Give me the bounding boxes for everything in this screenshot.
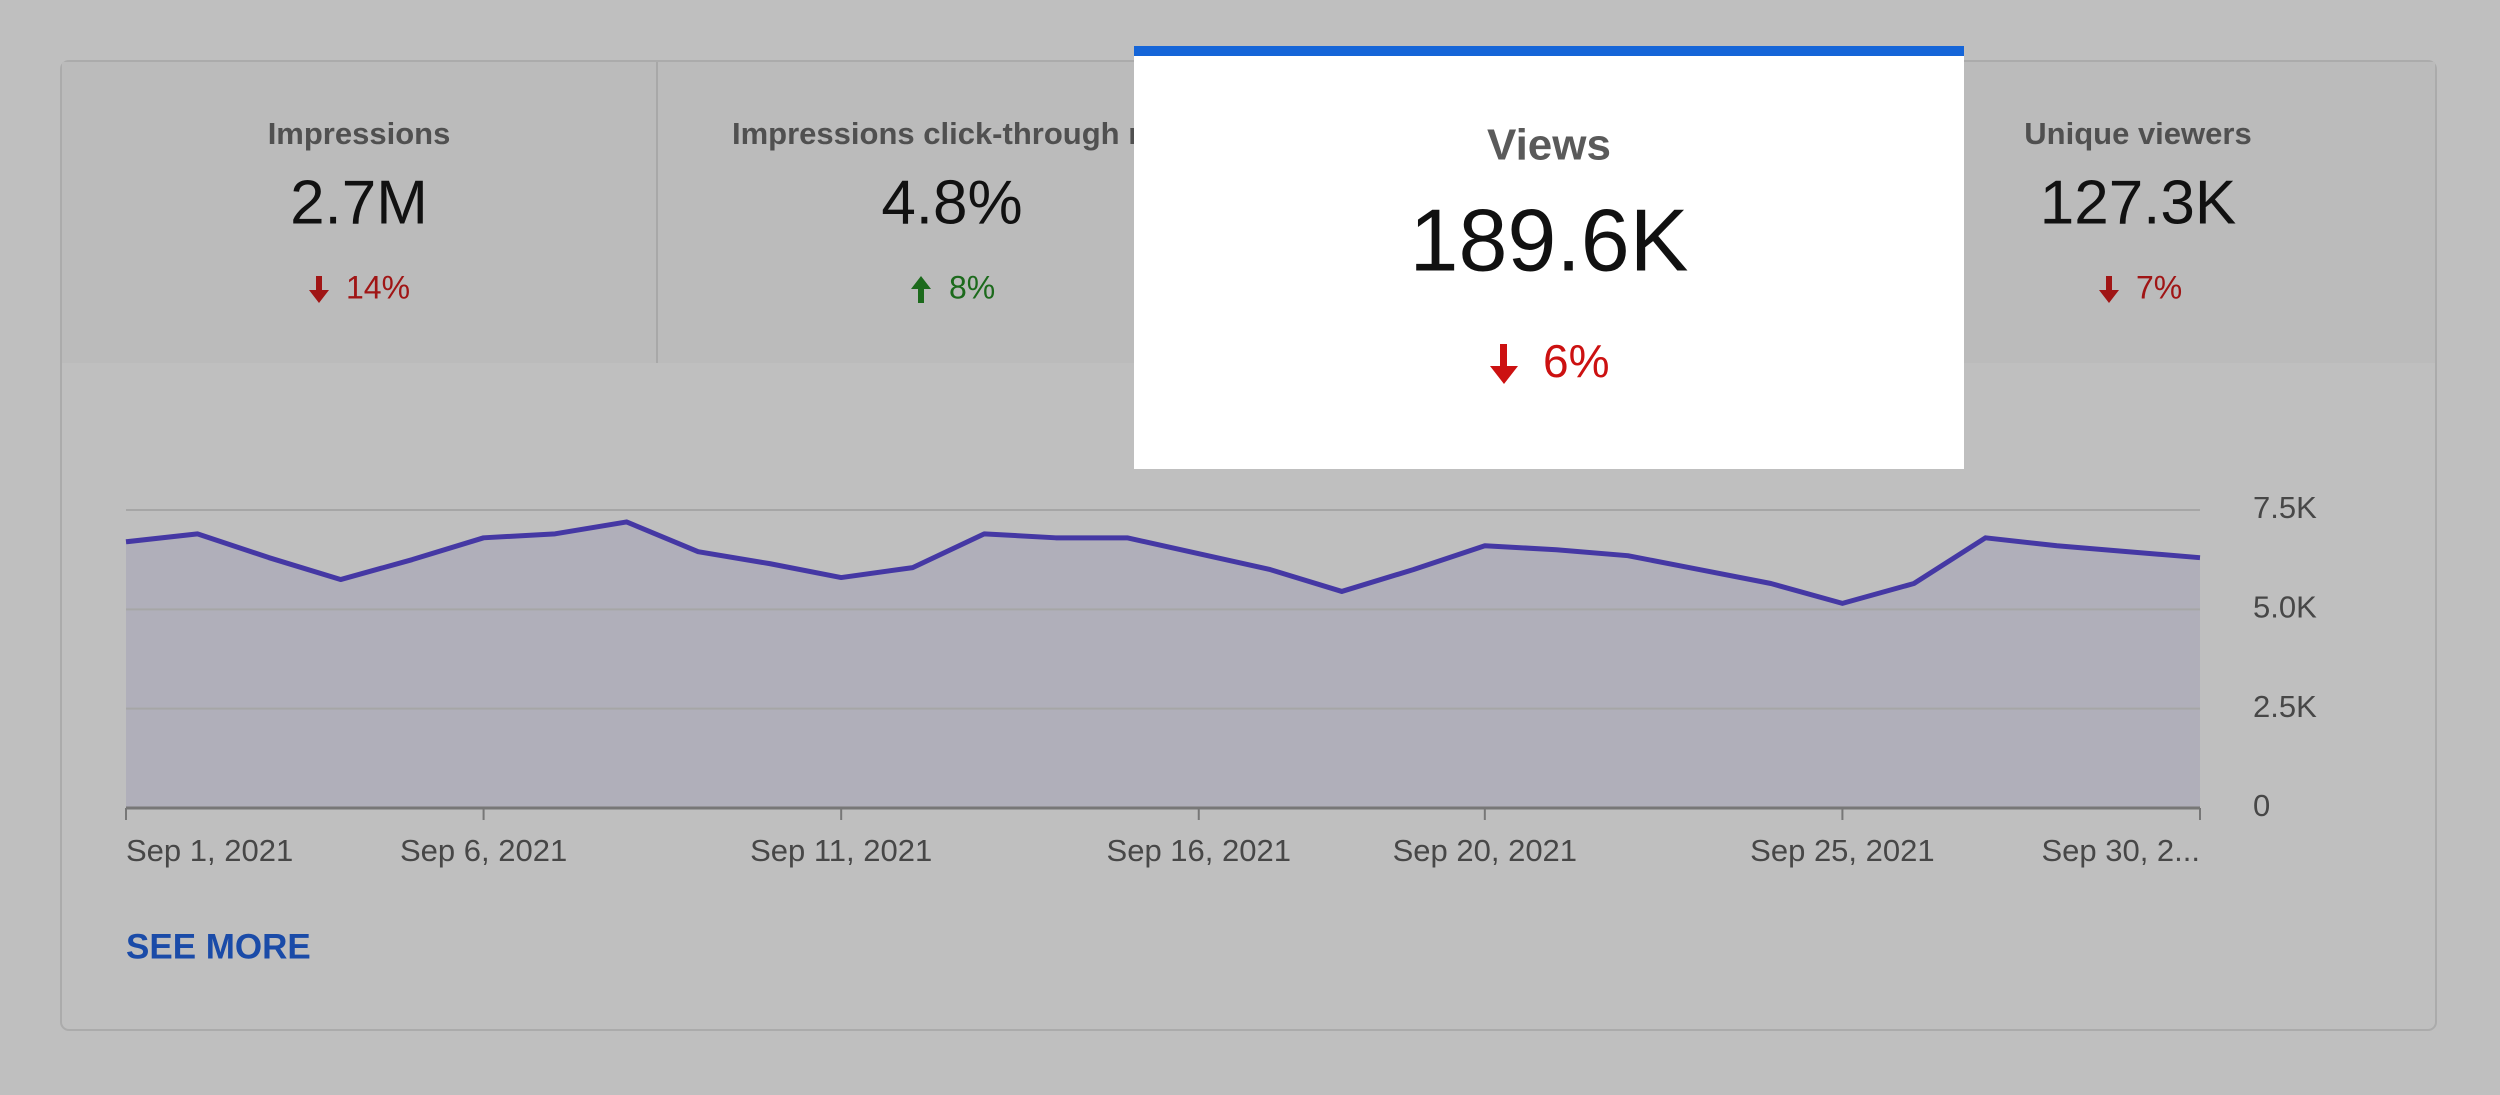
- metric-card[interactable]: Impressions 2.7M 14%: [268, 116, 451, 305]
- metric-card[interactable]: Impressions click-through rate 4.8% 8%: [732, 116, 1185, 305]
- y-tick-label: 7.5K: [2253, 490, 2317, 525]
- x-tick-label: Sep 1, 2021: [126, 833, 293, 868]
- metric-change: 8%: [949, 269, 995, 305]
- metric-value: 127.3K: [2040, 168, 2237, 237]
- metric-title: Impressions: [268, 116, 451, 151]
- y-tick-label: 0: [2253, 788, 2270, 823]
- x-tick-label: Sep 16, 2021: [1107, 833, 1291, 868]
- see-more-link[interactable]: SEE MORE: [126, 927, 311, 966]
- metric-change: 7%: [2136, 269, 2182, 305]
- down-arrow: [309, 276, 329, 303]
- down-arrow: [1490, 344, 1518, 384]
- selected-metric-card[interactable]: Views 189.6K 6%: [1134, 46, 1964, 469]
- selected-indicator: [1134, 46, 1964, 56]
- area-fill: [126, 521, 2200, 808]
- x-tick-label: Sep 20, 2021: [1393, 833, 1577, 868]
- metric-title: Views: [1487, 121, 1611, 170]
- metric-change: 6%: [1543, 335, 1609, 387]
- x-tick-label: Sep 6, 2021: [400, 833, 567, 868]
- x-tick-label: Sep 30, 2...: [2041, 833, 2200, 868]
- metric-change: 14%: [346, 269, 410, 305]
- x-tick-label: Sep 11, 2021: [750, 833, 932, 868]
- metric-value: 189.6K: [1410, 190, 1689, 289]
- card-background: [1134, 46, 1964, 469]
- y-tick-label: 5.0K: [2253, 590, 2317, 625]
- y-tick-label: 2.5K: [2253, 689, 2317, 724]
- up-arrow: [911, 276, 931, 303]
- views-chart: 0 2.5K 5.0K 7.5K Sep 1, 2021 Sep 6, 2021 Sep 1…: [125, 490, 2317, 868]
- down-arrow: [2099, 276, 2119, 303]
- metric-card[interactable]: Unique viewers 127.3K 7%: [2024, 116, 2251, 305]
- metric-title: Impressions click-through rate: [732, 116, 1185, 151]
- metric-value: 4.8%: [881, 168, 1022, 237]
- x-tick-label: Sep 25, 2021: [1750, 833, 1934, 868]
- line: [125, 519, 2201, 606]
- metric-title: Unique viewers: [2024, 116, 2251, 151]
- metric-value: 2.7M: [290, 168, 428, 237]
